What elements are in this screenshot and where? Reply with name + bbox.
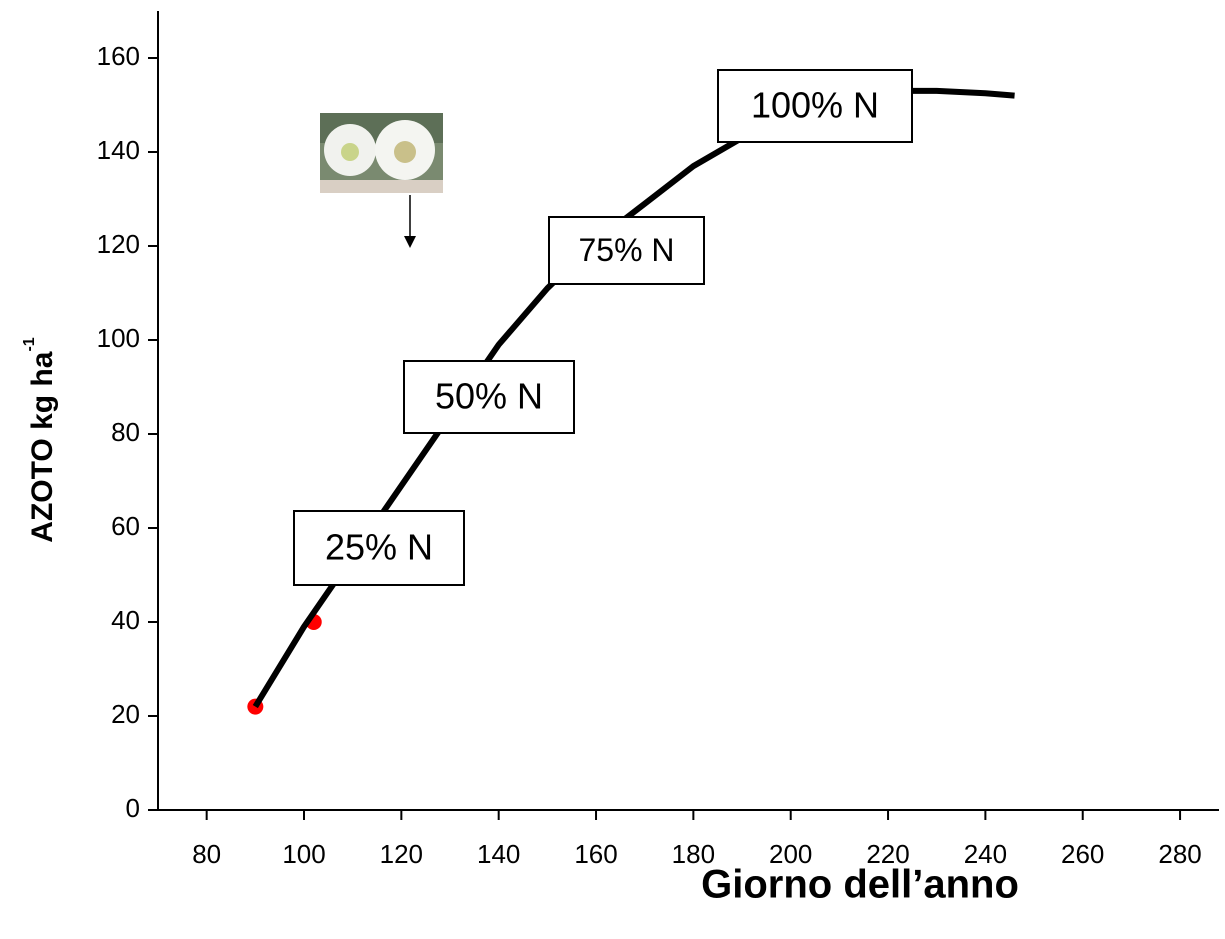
y-tick-label: 40 [111, 605, 140, 635]
annotation: 75% N [578, 232, 674, 268]
x-tick-label: 240 [964, 839, 1007, 869]
flower-image [320, 113, 443, 193]
annotation: 100% N [751, 85, 879, 126]
y-tick-label: 80 [111, 417, 140, 447]
annotation-box [293, 510, 465, 586]
annotation: 50% N [435, 376, 543, 417]
annotation-box [403, 360, 575, 434]
y-axis-label-text: AZOTO kg ha [26, 351, 59, 542]
annotation: 25% N [325, 527, 433, 568]
x-tick-label: 160 [574, 839, 617, 869]
y-tick-label: 120 [97, 229, 140, 259]
x-tick-label: 100 [282, 839, 325, 869]
y-tick-label: 60 [111, 511, 140, 541]
y-tick-label: 160 [97, 41, 140, 71]
y-axis-label-superscript: -1 [21, 337, 38, 351]
x-tick-label: 280 [1158, 839, 1201, 869]
x-tick-label: 120 [380, 839, 423, 869]
y-axis-label: AZOTO kg ha-1 [21, 337, 59, 542]
annotation-box [548, 216, 705, 285]
annotation-box [717, 69, 913, 143]
y-tick-label: 0 [126, 793, 140, 823]
x-tick-label: 80 [192, 839, 221, 869]
arrow-head [404, 236, 416, 248]
y-tick-label: 100 [97, 323, 140, 353]
x-tick-label: 140 [477, 839, 520, 869]
y-tick-label: 20 [111, 699, 140, 729]
x-tick-label: 180 [672, 839, 715, 869]
x-tick-label: 200 [769, 839, 812, 869]
x-axis-label: Giorno dell’anno [701, 863, 1019, 907]
x-tick-label: 220 [866, 839, 909, 869]
y-tick-label: 140 [97, 135, 140, 165]
x-tick-label: 260 [1061, 839, 1104, 869]
